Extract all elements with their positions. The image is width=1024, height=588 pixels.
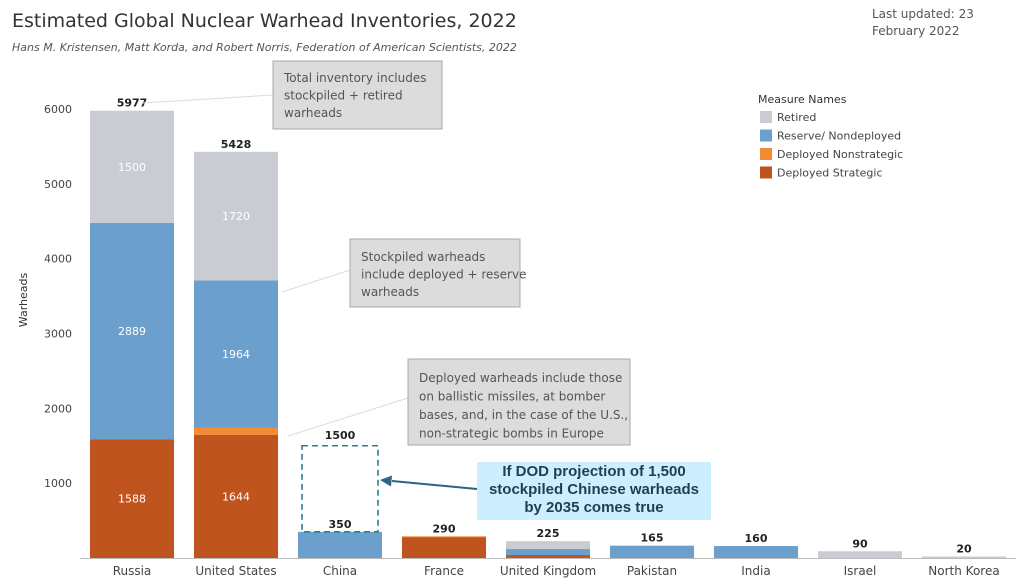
- bar-total-label: 5428: [221, 138, 252, 151]
- x-tick-label: France: [424, 564, 464, 578]
- segment-value-label: 1720: [222, 210, 250, 223]
- segment-value-label: 2889: [118, 325, 146, 338]
- chart-title: Estimated Global Nuclear Warhead Invento…: [12, 10, 517, 32]
- legend-title: Measure Names: [758, 93, 847, 106]
- y-tick-label: 3000: [44, 328, 72, 341]
- x-tick-label: Pakistan: [627, 564, 677, 578]
- annotation-text: warheads: [284, 106, 342, 120]
- bar-segment: [922, 556, 1006, 558]
- x-tick-label: United States: [195, 564, 276, 578]
- annotation-connector: [281, 269, 351, 293]
- bar-segment: [90, 110, 174, 223]
- dod-callout-text: If DOD projection of 1,500: [502, 463, 685, 480]
- legend-label: Deployed Nonstrategic: [777, 148, 903, 161]
- projection-label: 1500: [325, 429, 356, 442]
- annotation-box: [407, 358, 631, 446]
- y-tick-label: 6000: [44, 103, 72, 116]
- annotation-text: include deployed + reserve: [361, 268, 526, 282]
- bar-segment: [298, 531, 382, 558]
- bar-segment: [610, 545, 694, 558]
- annotation-text: Total inventory includes: [283, 71, 427, 85]
- legend-swatch: [760, 111, 772, 123]
- annotation-text: bases, and, in the case of the U.S.,: [419, 408, 628, 422]
- chart-subtitle: Hans M. Kristensen, Matt Korda, and Robe…: [12, 41, 517, 54]
- projection-box: [301, 444, 379, 533]
- segment-value-label: 1964: [222, 348, 250, 361]
- bar-total-label: 290: [433, 522, 456, 535]
- annotation-text: Stockpiled warheads: [361, 250, 485, 264]
- annotation-connector: [287, 397, 409, 437]
- segment-value-label: 1644: [222, 490, 250, 503]
- dod-callout-text: by 2035 comes true: [524, 499, 663, 516]
- bar-segment: [818, 551, 902, 558]
- bar-segment: [194, 151, 278, 281]
- bar-total-label: 160: [745, 532, 768, 545]
- bar-segment: [506, 541, 590, 550]
- y-axis-label: Warheads: [17, 273, 30, 328]
- bar-total-label: 20: [956, 543, 972, 556]
- bar-segment: [90, 439, 174, 558]
- bar-segment: [402, 536, 486, 538]
- callout-arrow-line: [391, 480, 478, 490]
- bar-total-label: 350: [329, 518, 352, 531]
- legend-label: Deployed Strategic: [777, 167, 883, 180]
- legend-label: Reserve/ Nondeployed: [777, 130, 901, 143]
- y-tick-label: 2000: [44, 402, 72, 415]
- bar-segment: [714, 546, 798, 558]
- bar-total-label: 5977: [117, 97, 148, 110]
- x-tick-label: India: [741, 564, 770, 578]
- dod-callout-box: [477, 462, 711, 520]
- x-tick-label: Russia: [113, 564, 152, 578]
- y-tick-label: 5000: [44, 178, 72, 191]
- callout-arrow-head: [380, 475, 392, 487]
- dod-callout-text: stockpiled Chinese warheads: [489, 481, 699, 498]
- bar-total-label: 165: [641, 532, 664, 545]
- segment-value-label: 1588: [118, 493, 146, 506]
- annotation-box: [272, 60, 443, 130]
- legend-swatch: [760, 166, 772, 179]
- bar-segment: [194, 427, 278, 435]
- bar-segment: [402, 537, 486, 558]
- annotation-text: on ballistic missiles, at bomber: [419, 390, 605, 404]
- legend-swatch: [760, 129, 772, 142]
- annotation-box: [349, 238, 521, 308]
- x-tick-label: Israel: [844, 564, 877, 578]
- segment-value-label: 1500: [118, 161, 146, 174]
- bar-segment: [506, 549, 590, 556]
- annotation-text: Deployed warheads include those: [419, 371, 622, 385]
- bar-total-label: 90: [852, 537, 868, 550]
- bar-segment: [194, 280, 278, 428]
- bar-segment: [506, 555, 590, 558]
- legend-swatch: [760, 148, 772, 160]
- x-tick-label: China: [323, 564, 357, 578]
- last-updated: Last updated: 23 February 2022: [872, 7, 974, 38]
- y-tick-label: 1000: [44, 477, 72, 490]
- legend-label: Retired: [777, 111, 816, 124]
- bar-total-label: 225: [537, 527, 560, 540]
- annotation-text: non-strategic bombs in Europe: [419, 427, 604, 441]
- annotation-text: stockpiled + retired: [284, 89, 403, 103]
- bar-segment: [90, 222, 174, 440]
- x-tick-label: North Korea: [928, 564, 999, 578]
- bar-segment: [194, 434, 278, 558]
- x-tick-label: United Kingdom: [500, 564, 596, 578]
- annotation-connector: [141, 94, 274, 104]
- y-tick-label: 4000: [44, 253, 72, 266]
- annotation-text: warheads: [361, 285, 419, 299]
